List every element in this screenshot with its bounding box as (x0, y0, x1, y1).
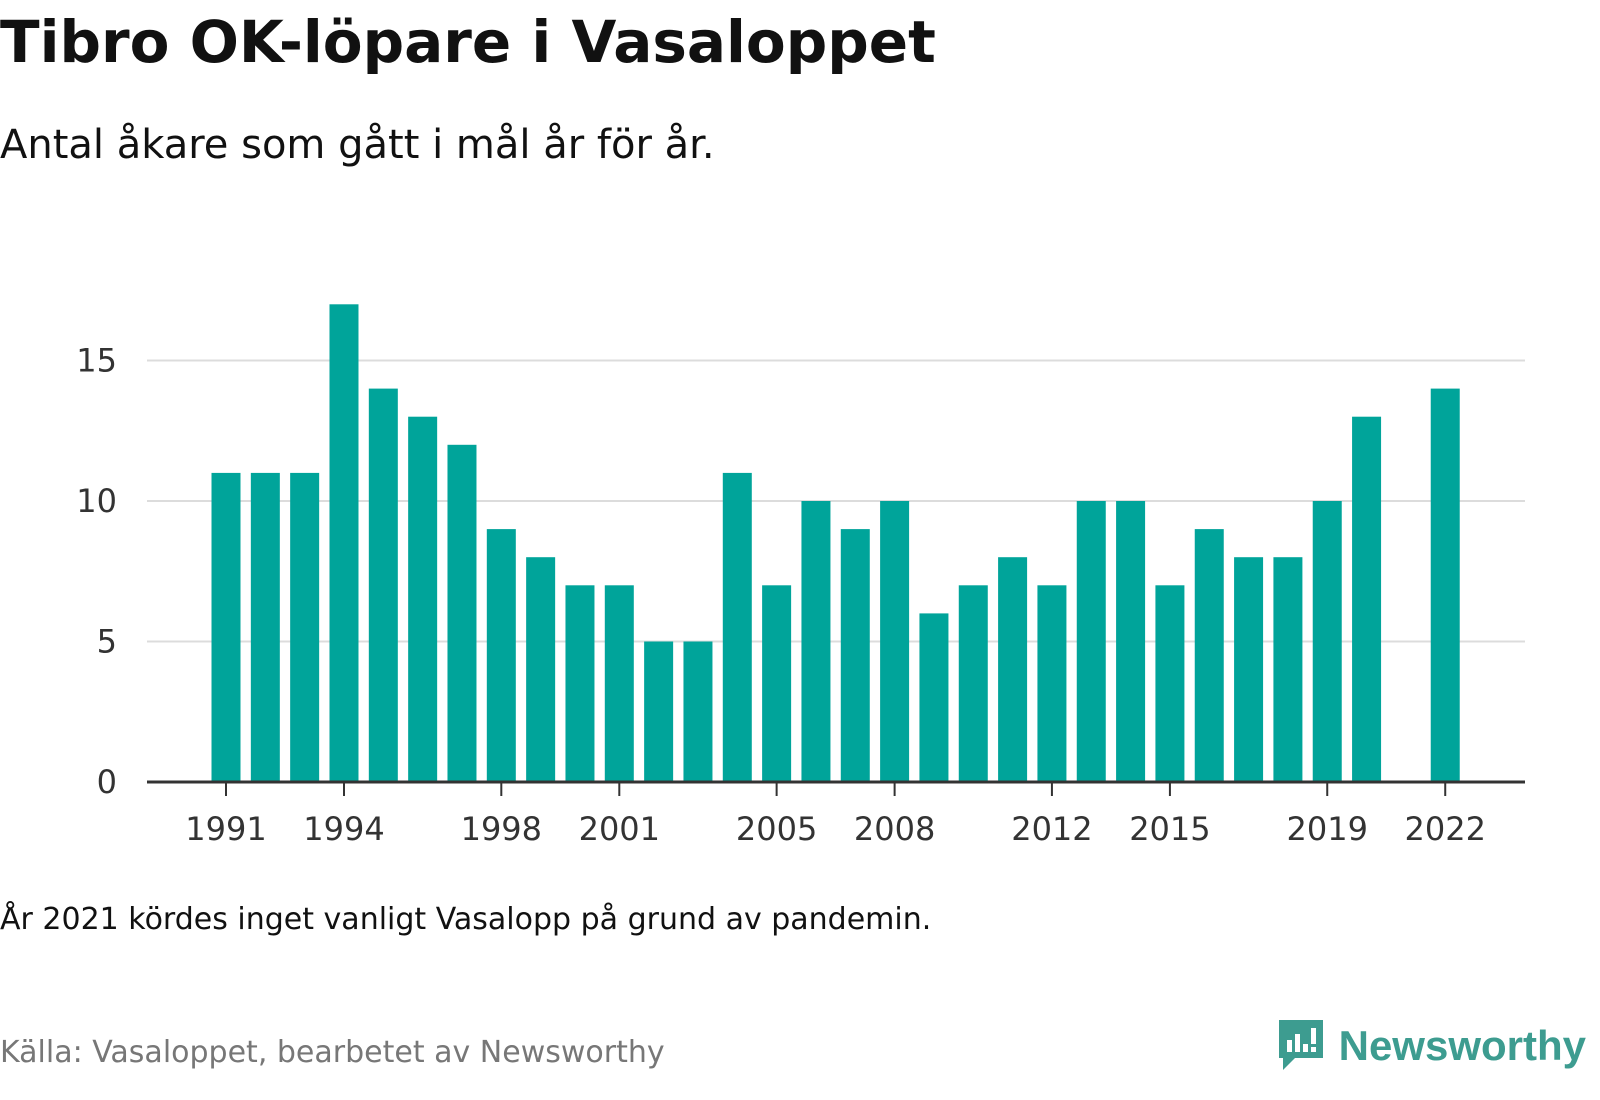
x-tick-label: 1998 (461, 810, 542, 848)
bar-1992 (250, 472, 280, 782)
bar-1996 (408, 416, 438, 782)
bar-2003 (683, 641, 713, 782)
bar-2015 (1155, 585, 1185, 782)
x-tick-label: 1994 (303, 810, 384, 848)
x-tick-label: 2015 (1129, 810, 1210, 848)
y-tick-label: 10 (76, 482, 117, 520)
bar-1998 (486, 529, 516, 782)
bar-2006 (801, 501, 831, 782)
y-tick-label: 15 (76, 342, 117, 380)
x-tick-label: 1991 (185, 810, 266, 848)
y-tick-label: 0 (97, 763, 117, 801)
x-tick-label: 2019 (1287, 810, 1368, 848)
newsworthy-chart-icon (1273, 1016, 1329, 1076)
bars (211, 304, 1460, 782)
bar-2002 (644, 641, 674, 782)
x-tick-label: 2001 (579, 810, 660, 848)
newsworthy-logo[interactable]: Newsworthy (1273, 1016, 1586, 1076)
bar-1999 (526, 557, 556, 782)
bar-2014 (1116, 501, 1146, 782)
bar-2016 (1194, 529, 1224, 782)
bar-1997 (447, 444, 477, 782)
bar-1995 (368, 388, 398, 782)
chart-note: År 2021 kördes inget vanligt Vasalopp på… (0, 902, 932, 937)
bar-2009 (919, 613, 949, 782)
x-tick-label: 2005 (736, 810, 817, 848)
bar-2008 (880, 501, 910, 782)
chart-title: Tibro OK-löpare i Vasaloppet (0, 8, 936, 76)
bar-2001 (604, 585, 634, 782)
logo-text: Newsworthy (1338, 1022, 1586, 1069)
bar-2012 (1037, 585, 1067, 782)
bar-2017 (1234, 557, 1264, 782)
bar-2011 (998, 557, 1028, 782)
bar-1991 (211, 472, 241, 782)
bar-1993 (290, 472, 320, 782)
x-tick-label: 2008 (854, 810, 935, 848)
bar-2004 (722, 472, 752, 782)
bar-2000 (565, 585, 595, 782)
x-tick-label: 2022 (1405, 810, 1486, 848)
bar-2020 (1352, 416, 1382, 782)
axes: 0 5 10 15 1991 1994 1998 2001 2005 2008 2012 2015 20… (76, 342, 1525, 848)
bar-2018 (1273, 557, 1303, 782)
source-text: Källa: Vasaloppet, bearbetet av Newswort… (0, 1035, 665, 1070)
bar-2007 (840, 529, 870, 782)
bar-chart: 0 5 10 15 1991 1994 1998 2001 2005 2008 2012 2015 20… (76, 304, 1525, 848)
y-tick-label: 5 (97, 623, 117, 661)
bar-2022 (1430, 388, 1460, 782)
bar-2010 (958, 585, 988, 782)
x-tick-label: 2012 (1011, 810, 1092, 848)
bar-2013 (1076, 501, 1106, 782)
chart-subtitle: Antal åkare som gått i mål år för år. (0, 122, 715, 168)
bar-2005 (762, 585, 792, 782)
bar-1994 (329, 304, 359, 782)
bar-2019 (1312, 501, 1342, 782)
